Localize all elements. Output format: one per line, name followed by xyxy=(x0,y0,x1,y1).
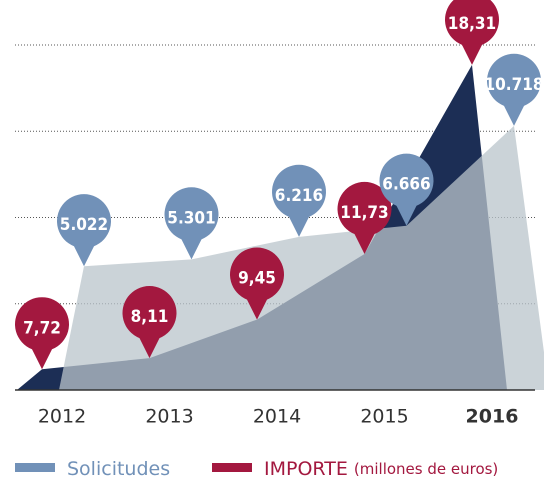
pin xyxy=(15,297,70,370)
data-label: 9,45 xyxy=(238,269,276,289)
data-label: 5.301 xyxy=(167,208,215,228)
data-label: 18,31 xyxy=(448,14,496,34)
legend-swatch xyxy=(212,463,252,472)
data-label: 7,72 xyxy=(23,318,61,338)
legend-swatch xyxy=(15,463,55,472)
x-tick-label: 2012 xyxy=(38,406,86,428)
legend-label: IMPORTE (millones de euros) xyxy=(264,458,498,480)
pin xyxy=(379,153,434,226)
data-label: 6.216 xyxy=(275,186,323,206)
pin xyxy=(272,164,326,237)
pin xyxy=(445,0,499,65)
legend-unit: (millones de euros) xyxy=(354,460,498,478)
legend-name: IMPORTE xyxy=(264,458,348,480)
data-label: 5.022 xyxy=(60,215,108,235)
pin xyxy=(230,247,284,320)
x-tick-label: 2015 xyxy=(360,406,408,428)
area xyxy=(59,125,544,390)
legend-name: Solicitudes xyxy=(67,458,170,480)
pin xyxy=(57,194,111,267)
pin xyxy=(337,181,392,255)
data-label: 8,11 xyxy=(131,307,169,327)
data-label: 6.666 xyxy=(382,175,430,195)
pin xyxy=(486,53,541,126)
pin xyxy=(164,187,219,260)
x-tick-label: 2013 xyxy=(145,406,193,428)
legend-label: Solicitudes xyxy=(67,458,170,480)
data-label: 10.718 xyxy=(484,75,543,95)
pin xyxy=(122,286,177,359)
data-label: 11,73 xyxy=(340,203,388,223)
x-tick-label: 2014 xyxy=(253,406,301,428)
x-tick-label: 2016 xyxy=(466,406,519,428)
